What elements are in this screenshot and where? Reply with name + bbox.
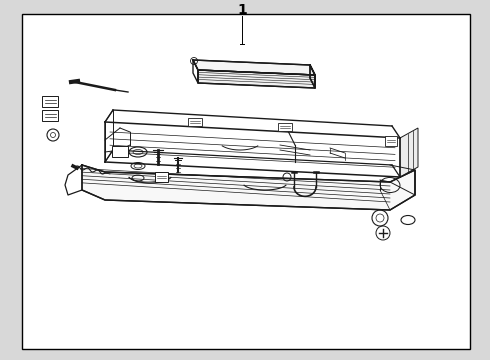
FancyBboxPatch shape: [385, 136, 397, 146]
FancyBboxPatch shape: [42, 110, 58, 121]
FancyBboxPatch shape: [155, 172, 168, 182]
Polygon shape: [82, 165, 415, 210]
Polygon shape: [400, 128, 418, 177]
FancyBboxPatch shape: [22, 14, 470, 349]
FancyBboxPatch shape: [278, 123, 292, 131]
Polygon shape: [198, 70, 315, 88]
FancyBboxPatch shape: [188, 118, 202, 126]
Polygon shape: [310, 65, 315, 88]
Text: 1: 1: [237, 3, 247, 17]
FancyBboxPatch shape: [42, 96, 58, 107]
Polygon shape: [193, 60, 315, 75]
FancyBboxPatch shape: [112, 146, 128, 157]
